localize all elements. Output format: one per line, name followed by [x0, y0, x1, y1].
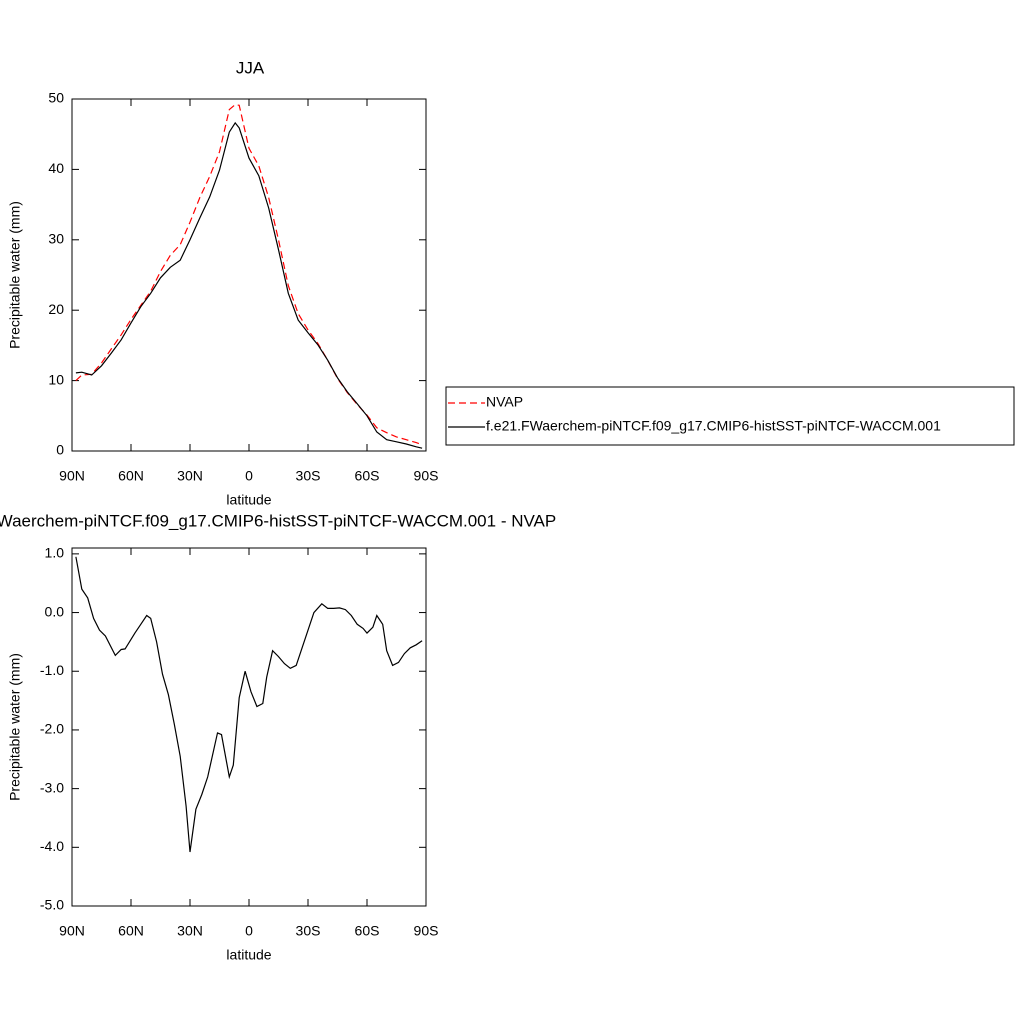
data-line [75, 556, 423, 853]
x-tick-label: 90N [59, 468, 85, 484]
y-tick-label: 40 [48, 160, 64, 176]
y-tick-label: 1.0 [45, 545, 65, 561]
y-tick-label: 10 [48, 371, 64, 387]
y-tick-label: 0.0 [45, 603, 65, 619]
y-tick-label: -1.0 [40, 662, 64, 678]
x-tick-label: 60S [355, 468, 380, 484]
x-axis-label: latitude [226, 492, 271, 508]
plot-frame [71, 98, 427, 452]
legend-label: f.e21.FWaerchem-piNTCF.f09_g17.CMIP6-his… [486, 418, 941, 434]
x-tick-label: 90S [414, 468, 439, 484]
x-tick-label: 30N [177, 468, 203, 484]
chart-title: f.e21.FWaerchem-piNTCF.f09_g17.CMIP6-his… [0, 511, 556, 530]
y-tick-label: 20 [48, 301, 64, 317]
y-tick-label: -4.0 [40, 838, 64, 854]
x-tick-label: 90S [414, 923, 439, 939]
data-line [75, 103, 423, 446]
x-tick-label: 30N [177, 923, 203, 939]
x-tick-label: 0 [245, 923, 253, 939]
y-tick-label: -5.0 [40, 897, 64, 913]
x-tick-label: 60N [118, 923, 144, 939]
data-line [75, 121, 423, 449]
y-axis-label: Precipitable water (mm) [7, 201, 23, 349]
x-tick-label: 60S [355, 923, 380, 939]
y-tick-label: 0 [56, 442, 64, 458]
x-tick-label: 30S [296, 468, 321, 484]
legend-label: NVAP [486, 394, 523, 410]
y-axis-label: Precipitable water (mm) [7, 653, 23, 801]
y-tick-label: 30 [48, 231, 64, 247]
x-tick-label: 0 [245, 468, 253, 484]
chart-title: JJA [236, 58, 265, 77]
y-tick-label: 50 [48, 90, 64, 106]
x-tick-label: 90N [59, 923, 85, 939]
legend-box [445, 386, 1015, 446]
x-tick-label: 60N [118, 468, 144, 484]
x-tick-label: 30S [296, 923, 321, 939]
plot-frame [71, 547, 427, 907]
y-tick-label: -3.0 [40, 779, 64, 795]
y-tick-label: -2.0 [40, 721, 64, 737]
x-axis-label: latitude [226, 947, 271, 963]
